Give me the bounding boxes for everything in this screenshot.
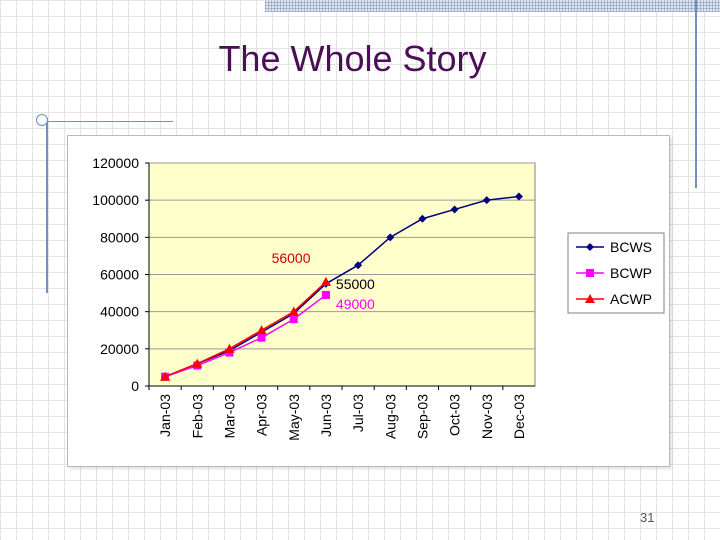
x-tick-label: Sep-03 [414, 394, 430, 439]
acwp-point [160, 371, 171, 381]
acwp-point [256, 325, 267, 335]
x-tick-label: May-03 [286, 394, 302, 441]
y-tick-label: 120000 [92, 155, 139, 171]
slide-title: The Whole Story [218, 38, 487, 79]
y-tick-label: 40000 [100, 304, 139, 320]
bcwp-point [257, 333, 266, 342]
bcws-point [386, 233, 395, 242]
top-decorative-band [265, 0, 720, 12]
legend-bcws-marker [586, 243, 594, 251]
x-tick-label: Dec-03 [511, 394, 527, 439]
y-tick-label: 0 [131, 378, 139, 394]
x-tick-label: Jul-03 [350, 394, 366, 432]
bcwp-point [289, 315, 298, 324]
right-decorative-line [695, 0, 697, 188]
x-tick-label: Jun-03 [318, 394, 334, 437]
x-tick-label: Aug-03 [382, 394, 398, 439]
bcws-point [354, 261, 363, 270]
legend-acwp-marker [585, 294, 595, 303]
bcws-point [482, 196, 491, 205]
y-tick-label: 100000 [92, 192, 139, 208]
legend-acwp-label: ACWP [610, 291, 652, 307]
acwp-point [320, 276, 331, 286]
y-tick-label: 60000 [100, 267, 139, 283]
decorative-circle-icon [36, 114, 48, 126]
x-tick-label: Mar-03 [221, 394, 237, 439]
data-annotation: 55000 [336, 276, 375, 292]
x-tick-label: Oct-03 [447, 394, 463, 436]
x-tick-label: Apr-03 [254, 394, 270, 436]
left-decorative-line [46, 118, 48, 293]
bcwp-series-line [164, 294, 327, 378]
data-annotation: 49000 [336, 296, 375, 312]
acwp-point [192, 358, 203, 368]
acwp-point [224, 343, 235, 353]
bcws-point [514, 192, 523, 201]
left-decorative-rule [40, 121, 173, 122]
y-tick-label: 20000 [100, 341, 139, 357]
chart-frame: 0 20000 40000 60000 80000 100000 120000 Jan-03 F… [67, 135, 670, 467]
legend-bcwp-label: BCWP [610, 265, 652, 281]
earned-value-chart: 0 20000 40000 60000 80000 100000 120000 Jan-03 F… [92, 155, 665, 441]
acwp-point [288, 306, 299, 316]
bcws-point [418, 214, 427, 223]
x-tick-label: Jan-03 [157, 394, 173, 437]
legend-bcws-label: BCWS [610, 239, 652, 255]
data-annotation: 56000 [272, 250, 311, 266]
acwp-series-line [164, 281, 327, 378]
bcws-series-line [164, 195, 520, 378]
legend-bcwp-marker [586, 269, 594, 277]
x-tick-label: Nov-03 [479, 394, 495, 439]
x-tick-label: Feb-03 [189, 394, 205, 439]
page-number: 31 [640, 510, 655, 525]
y-tick-label: 80000 [100, 229, 139, 245]
bcws-point [450, 205, 459, 214]
bcwp-point [321, 290, 330, 299]
